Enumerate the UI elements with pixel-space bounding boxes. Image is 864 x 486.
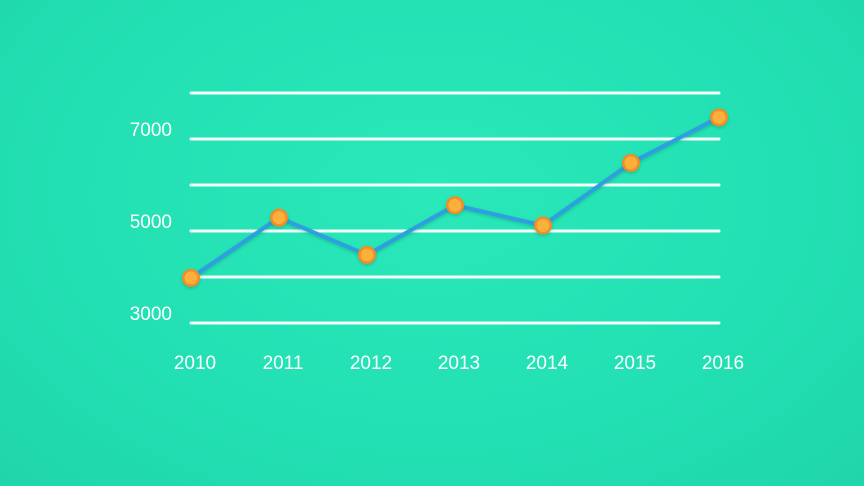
x-tick-label: 2011 <box>263 353 304 374</box>
series-markers <box>182 108 728 287</box>
y-tick-label: 5000 <box>130 212 172 233</box>
y-axis-ticks: 3000 5000 7000 <box>130 120 172 325</box>
grid-lines <box>189 91 721 325</box>
data-point <box>270 208 288 227</box>
x-tick-label: 2013 <box>438 353 480 374</box>
data-point-inner <box>536 218 550 232</box>
x-tick-label: 2014 <box>526 353 569 374</box>
data-point-inner <box>360 248 374 262</box>
x-tick-label: 2016 <box>702 353 744 374</box>
y-tick-label: 3000 <box>130 304 172 325</box>
data-point <box>446 196 464 215</box>
data-point-inner <box>624 156 638 170</box>
data-point-inner <box>448 198 462 212</box>
x-tick-label: 2012 <box>350 353 392 374</box>
data-point <box>534 216 552 235</box>
data-point-inner <box>184 271 198 285</box>
data-point-inner <box>712 110 726 124</box>
data-point-inner <box>272 211 286 225</box>
data-point <box>358 245 376 264</box>
x-tick-label: 2010 <box>174 353 216 374</box>
x-tick-label: 2015 <box>614 353 656 374</box>
y-tick-label: 7000 <box>130 120 172 141</box>
data-point <box>622 153 640 172</box>
data-point <box>182 268 200 287</box>
x-axis-ticks: 2010 2011 2012 2013 2014 2015 2016 <box>174 353 744 374</box>
data-point <box>710 108 728 127</box>
